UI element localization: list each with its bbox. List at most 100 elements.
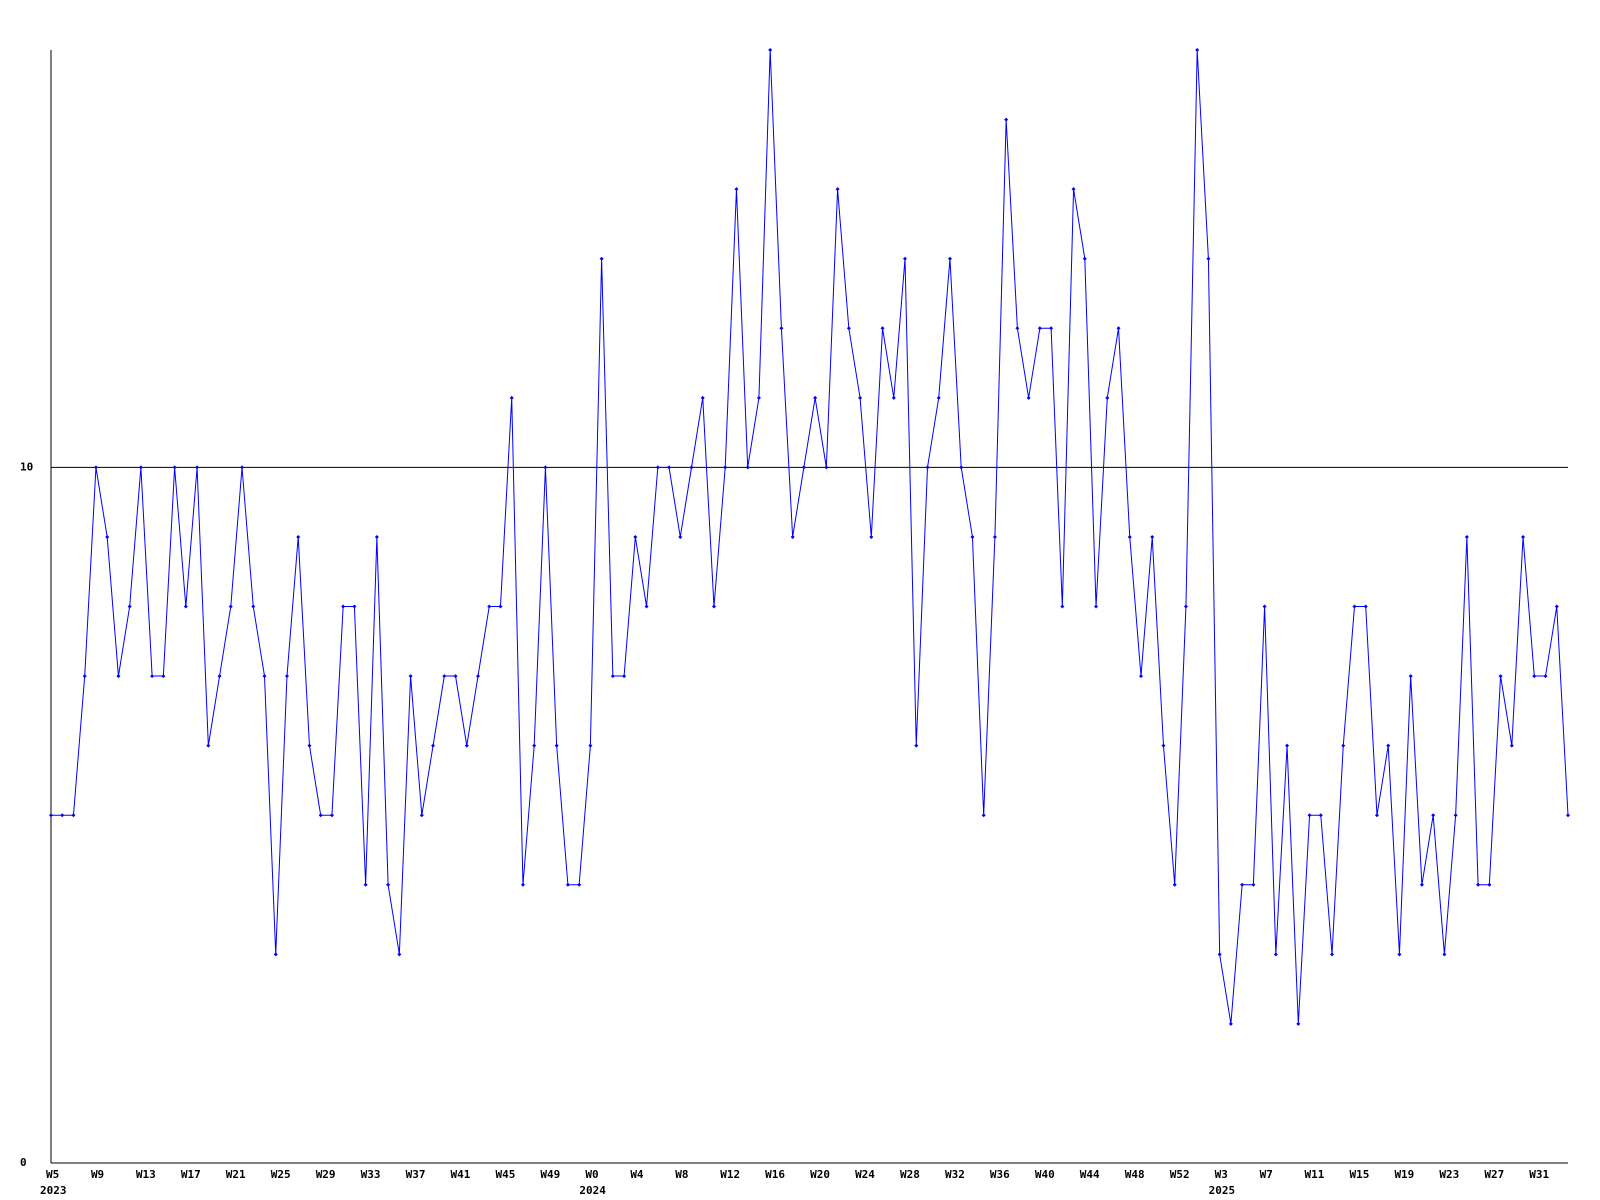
- data-point: [262, 674, 267, 679]
- data-point: [127, 604, 132, 609]
- data-point: [779, 326, 784, 331]
- data-point: [431, 743, 436, 748]
- x-tick-label: W24: [855, 1168, 875, 1181]
- x-tick-label: W44: [1080, 1168, 1100, 1181]
- data-point: [959, 465, 964, 470]
- data-point: [1476, 882, 1481, 887]
- x-tick-label: W7: [1260, 1168, 1273, 1181]
- data-point: [217, 674, 222, 679]
- data-point: [49, 813, 53, 818]
- x-tick-label: W17: [181, 1168, 201, 1181]
- data-point: [1026, 395, 1031, 400]
- data-point: [341, 604, 346, 609]
- data-point: [476, 674, 481, 679]
- data-point: [442, 674, 447, 679]
- data-point: [363, 882, 368, 887]
- data-point: [1150, 534, 1155, 539]
- data-point: [835, 187, 840, 192]
- data-point: [1498, 674, 1503, 679]
- data-point: [1004, 117, 1009, 122]
- data-point: [161, 674, 166, 679]
- x-tick-label: W4: [630, 1168, 644, 1181]
- data-point: [992, 534, 997, 539]
- data-point: [1138, 674, 1143, 679]
- x-tick-label: W28: [900, 1168, 920, 1181]
- data-point: [768, 48, 773, 52]
- data-point: [1352, 604, 1357, 609]
- data-point: [644, 604, 649, 609]
- data-point: [1341, 743, 1346, 748]
- data-point: [138, 465, 143, 470]
- data-point: [667, 465, 672, 470]
- data-point: [1431, 813, 1436, 818]
- data-point: [1296, 1021, 1301, 1026]
- x-tick-label: W31: [1529, 1168, 1549, 1181]
- data-point: [1172, 882, 1177, 887]
- x-tick-label: W8: [675, 1168, 688, 1181]
- data-point: [588, 743, 593, 748]
- x-tick-label: W37: [406, 1168, 426, 1181]
- data-point: [386, 882, 391, 887]
- data-point: [397, 952, 402, 957]
- data-point: [71, 813, 76, 818]
- data-point: [981, 813, 986, 818]
- x-tick-label: W19: [1394, 1168, 1414, 1181]
- data-point: [610, 674, 615, 679]
- x-tick-label: W36: [990, 1168, 1010, 1181]
- x-tick-label: W0: [585, 1168, 598, 1181]
- data-point: [925, 465, 930, 470]
- data-point: [790, 534, 795, 539]
- data-point: [1262, 604, 1267, 609]
- data-point: [498, 604, 503, 609]
- data-point: [93, 465, 98, 470]
- data-point: [82, 674, 87, 679]
- data-point: [284, 674, 289, 679]
- data-point: [509, 395, 514, 400]
- x-tick-label: W11: [1305, 1168, 1325, 1181]
- data-point: [374, 534, 379, 539]
- data-point: [1015, 326, 1020, 331]
- x-tick-label: W13: [136, 1168, 156, 1181]
- data-point: [150, 674, 155, 679]
- x-tick-label: W5: [46, 1168, 59, 1181]
- data-point: [408, 674, 413, 679]
- x-tick-label: W48: [1125, 1168, 1145, 1181]
- data-point: [1543, 674, 1548, 679]
- data-point: [936, 395, 941, 400]
- data-point: [1285, 743, 1290, 748]
- x-tick-label: W33: [361, 1168, 381, 1181]
- data-point: [464, 743, 469, 748]
- x-tick-label: W9: [91, 1168, 104, 1181]
- data-point: [1127, 534, 1132, 539]
- data-point: [1307, 813, 1312, 818]
- data-point: [577, 882, 582, 887]
- data-point: [1049, 326, 1054, 331]
- data-point: [251, 604, 256, 609]
- data-point: [1566, 813, 1570, 818]
- x-tick-label: W15: [1349, 1168, 1369, 1181]
- data-point: [1228, 1021, 1233, 1026]
- x-tick-label: W41: [451, 1168, 471, 1181]
- data-point: [105, 534, 110, 539]
- data-point: [1442, 952, 1447, 957]
- data-point: [1273, 952, 1278, 957]
- x-year-label: 2024: [579, 1184, 606, 1197]
- x-tick-label: W16: [765, 1168, 785, 1181]
- data-point: [655, 465, 660, 470]
- data-point: [1408, 674, 1413, 679]
- data-point: [1116, 326, 1121, 331]
- data-point: [970, 534, 975, 539]
- data-point: [206, 743, 211, 748]
- x-tick-label: W12: [720, 1168, 740, 1181]
- data-point: [195, 465, 200, 470]
- x-tick-label: W20: [810, 1168, 830, 1181]
- data-point: [419, 813, 424, 818]
- data-point: [532, 743, 537, 748]
- data-point: [1397, 952, 1402, 957]
- data-point: [60, 813, 65, 818]
- data-point: [1060, 604, 1065, 609]
- data-point: [1374, 813, 1379, 818]
- data-point: [947, 256, 952, 261]
